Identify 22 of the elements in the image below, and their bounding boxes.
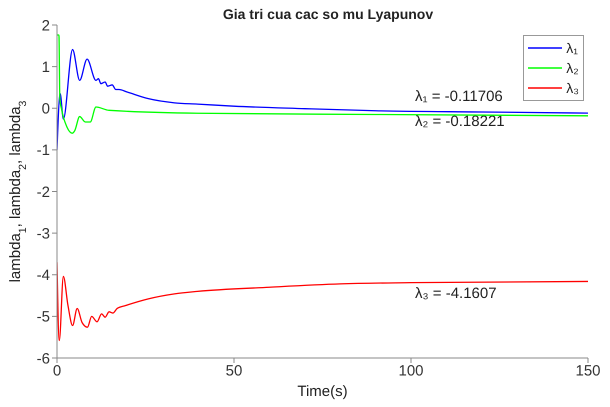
x-tick-label: 100: [398, 362, 424, 380]
y-tick-label: -2: [36, 184, 50, 201]
y-tick-label: -6: [36, 350, 50, 368]
y-tick-label: 2: [42, 17, 50, 34]
y-tick-label: -3: [36, 225, 50, 242]
legend-label: λ₃: [566, 79, 579, 98]
annotation: λ₂ = -0.18221: [415, 113, 505, 130]
y-tick-label: -5: [36, 308, 50, 326]
y-tick-label: -4: [36, 267, 50, 284]
legend-label: λ₂: [566, 59, 579, 78]
legend-label: λ₁: [566, 39, 578, 58]
x-tick-label: 0: [52, 362, 62, 380]
annotation: λ₃ = -4.1607: [415, 285, 497, 302]
x-tick-label: 150: [575, 362, 601, 380]
x-tick-label: 50: [226, 362, 242, 380]
y-tick-label: 0: [42, 100, 50, 118]
y-tick-label: 1: [42, 58, 50, 76]
annotation: λ₁ = -0.11706: [415, 88, 503, 105]
chart-title: Gia tri cua cac so mu Lyapunov: [222, 6, 434, 22]
y-tick-label: -1: [36, 142, 50, 160]
x-axis-title: Time(s): [297, 383, 348, 400]
line-series: [57, 34, 588, 134]
